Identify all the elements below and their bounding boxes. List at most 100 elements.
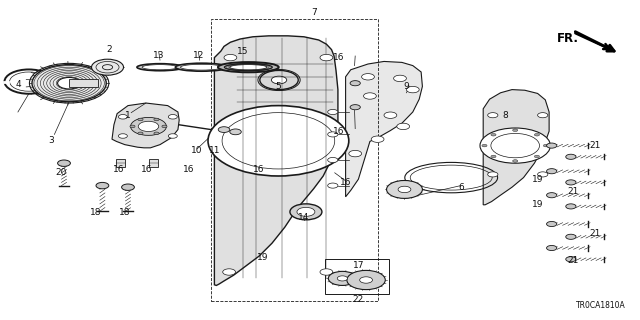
Text: 18: 18	[90, 208, 102, 217]
Ellipse shape	[225, 64, 273, 71]
Circle shape	[398, 186, 411, 193]
Circle shape	[58, 160, 70, 166]
Circle shape	[92, 59, 124, 75]
Circle shape	[162, 125, 167, 128]
Text: 18: 18	[119, 208, 131, 217]
Circle shape	[271, 76, 287, 84]
Circle shape	[491, 133, 496, 136]
Circle shape	[397, 123, 410, 130]
Circle shape	[122, 184, 134, 190]
Circle shape	[371, 136, 384, 142]
Circle shape	[328, 109, 338, 115]
Text: TR0CA1810A: TR0CA1810A	[576, 301, 626, 310]
Circle shape	[547, 169, 557, 174]
Circle shape	[480, 128, 550, 163]
Circle shape	[538, 113, 548, 118]
Circle shape	[138, 118, 143, 121]
Ellipse shape	[230, 65, 267, 70]
Circle shape	[168, 115, 177, 119]
Circle shape	[488, 172, 498, 177]
Text: 21: 21	[567, 256, 579, 265]
Circle shape	[547, 245, 557, 251]
Text: 12: 12	[193, 52, 204, 60]
Circle shape	[138, 132, 143, 135]
Circle shape	[547, 193, 557, 198]
Circle shape	[482, 144, 487, 147]
Text: 10: 10	[191, 146, 203, 155]
Circle shape	[534, 133, 540, 136]
Circle shape	[394, 75, 406, 82]
Text: 21: 21	[567, 188, 579, 196]
Circle shape	[534, 155, 540, 158]
Circle shape	[58, 77, 81, 89]
Bar	[325, 259, 389, 294]
Text: 22: 22	[353, 295, 364, 304]
Text: 15: 15	[237, 47, 249, 56]
Text: 16: 16	[183, 165, 195, 174]
Circle shape	[360, 277, 372, 283]
Circle shape	[154, 132, 159, 135]
Circle shape	[96, 182, 109, 189]
Polygon shape	[112, 103, 179, 148]
Circle shape	[320, 269, 333, 275]
Text: 7: 7	[311, 8, 316, 17]
Text: 21: 21	[589, 229, 601, 238]
Text: 21: 21	[589, 141, 601, 150]
Circle shape	[337, 276, 348, 281]
Circle shape	[543, 144, 548, 147]
Circle shape	[118, 115, 127, 119]
Circle shape	[566, 234, 576, 239]
Bar	[211, 19, 378, 301]
Polygon shape	[483, 90, 549, 205]
Text: 19: 19	[257, 253, 268, 262]
Circle shape	[566, 180, 576, 185]
Circle shape	[547, 143, 557, 148]
Circle shape	[349, 150, 362, 157]
Circle shape	[364, 93, 376, 99]
Text: 19: 19	[532, 200, 543, 209]
Bar	[149, 159, 158, 167]
Circle shape	[290, 204, 322, 220]
Circle shape	[130, 125, 135, 128]
Polygon shape	[214, 36, 338, 285]
Circle shape	[224, 54, 237, 61]
Circle shape	[131, 117, 166, 135]
Text: 16: 16	[333, 127, 345, 136]
Polygon shape	[346, 61, 422, 197]
Circle shape	[260, 70, 298, 90]
Ellipse shape	[180, 64, 223, 70]
Text: 16: 16	[141, 165, 153, 174]
Circle shape	[513, 160, 518, 162]
Circle shape	[547, 221, 557, 227]
Circle shape	[347, 270, 385, 290]
Circle shape	[328, 157, 338, 163]
Circle shape	[154, 118, 159, 121]
Circle shape	[328, 132, 338, 137]
Text: 14: 14	[298, 213, 310, 222]
Circle shape	[362, 74, 374, 80]
Text: 16: 16	[253, 165, 265, 174]
Text: 2: 2	[106, 45, 111, 54]
Text: 3: 3	[49, 136, 54, 145]
Text: 4: 4	[15, 80, 20, 89]
Circle shape	[32, 65, 106, 102]
Text: 16: 16	[333, 53, 345, 62]
Text: 17: 17	[353, 261, 364, 270]
Circle shape	[350, 105, 360, 110]
Circle shape	[223, 269, 236, 275]
Ellipse shape	[137, 64, 183, 71]
Circle shape	[328, 271, 356, 285]
Circle shape	[488, 113, 498, 118]
Circle shape	[566, 154, 576, 159]
Circle shape	[387, 180, 422, 198]
Circle shape	[297, 207, 315, 216]
Circle shape	[230, 129, 241, 135]
Circle shape	[218, 127, 230, 132]
Circle shape	[491, 155, 496, 158]
Circle shape	[350, 81, 360, 86]
Text: 20: 20	[55, 168, 67, 177]
Text: 16: 16	[113, 165, 124, 174]
Ellipse shape	[175, 63, 228, 71]
Ellipse shape	[142, 65, 178, 70]
Text: 1: 1	[125, 111, 131, 120]
